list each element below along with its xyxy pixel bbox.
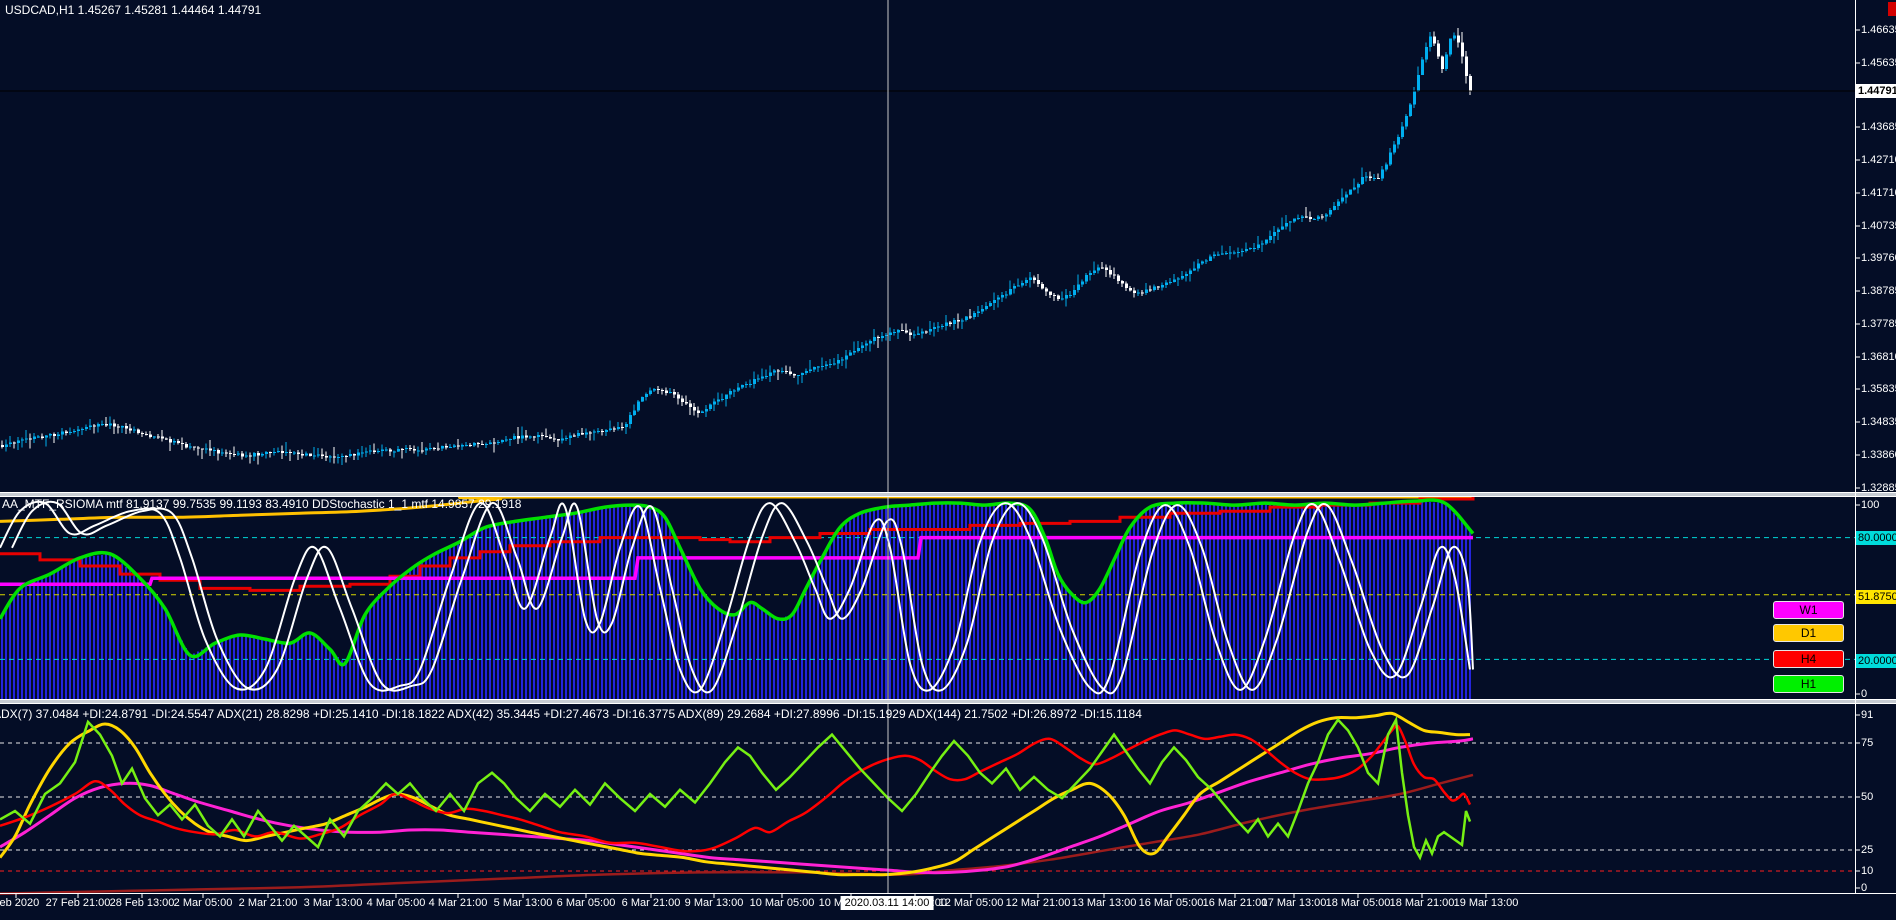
time-axis-label: 3 Mar 13:00 (303, 897, 363, 909)
adx-axis-label: 91 (1861, 709, 1874, 721)
price-axis-label: 1.46635 (1861, 24, 1896, 36)
rsioma-axis-badge: 51.8750 (1856, 590, 1896, 604)
timeframe-button-h1[interactable]: H1 (1773, 675, 1844, 693)
time-axis-label: 10 Mar 05:00 (749, 897, 815, 909)
adx7-line (0, 715, 1472, 861)
adx21-line (0, 724, 1472, 853)
time-axis-label: 12 Mar 05:00 (938, 897, 1004, 909)
time-axis-label: 18 Mar 21:00 (1389, 897, 1455, 909)
timeframe-button-w1[interactable]: W1 (1773, 601, 1844, 619)
price-axis-label: 1.33860 (1861, 449, 1896, 461)
price-axis-label: 1.43685 (1861, 121, 1896, 133)
time-axis-label: 27 Feb 21:00 (45, 897, 111, 909)
rsioma-axis-badge: 20.0000 (1856, 654, 1896, 668)
price-axis-border (1855, 0, 1856, 893)
rsioma-h4-line (0, 497, 1475, 592)
price-axis-label: 1.40735 (1861, 220, 1896, 232)
timeframe-button-d1[interactable]: D1 (1773, 624, 1844, 642)
time-axis-label: 5 Mar 13:00 (493, 897, 553, 909)
time-axis-label: 2 Mar 05:00 (173, 897, 233, 909)
price-axis-label: 1.42710 (1861, 154, 1896, 166)
price-axis-label: 1.35835 (1861, 383, 1896, 395)
crosshair-date-badge: 2020.03.11 14:00 (840, 896, 934, 910)
price-axis-label: 1.37785 (1861, 318, 1896, 330)
time-axis-label: 6 Mar 21:00 (621, 897, 681, 909)
stochastic-main-line (0, 500, 1471, 695)
time-axis-border (0, 893, 1896, 894)
adx42-line (0, 711, 1471, 877)
time-axis-label: 4 Mar 05:00 (366, 897, 426, 909)
panel-separator[interactable] (0, 699, 1896, 704)
time-axis-label: 16 Mar 21:00 (1202, 897, 1268, 909)
panel-separator[interactable] (0, 492, 1896, 497)
time-axis-label: 9 Mar 13:00 (684, 897, 744, 909)
top-right-marker (1888, 2, 1896, 16)
current-price-badge: 1.44791 (1856, 84, 1896, 98)
adx-axis-label: 75 (1861, 737, 1874, 749)
price-axis-label: 1.38785 (1861, 285, 1896, 297)
price-axis-label: 1.34835 (1861, 416, 1896, 428)
adx-axis-label: 10 (1861, 865, 1874, 877)
price-axis-label: 1.32885 (1861, 482, 1896, 494)
price-axis-label: 1.41710 (1861, 187, 1896, 199)
time-axis-label: 2 Mar 21:00 (238, 897, 298, 909)
rsioma-axis-label: 100 (1861, 499, 1880, 511)
price-axis-label: 1.36810 (1861, 351, 1896, 363)
adx-axis-label: 0 (1861, 882, 1868, 894)
rsioma-h1-line (0, 498, 1475, 667)
time-axis-label: 13 Mar 13:00 (1071, 897, 1137, 909)
symbol-title: USDCAD,H1 1.45267 1.45281 1.44464 1.4479… (5, 3, 262, 17)
rsioma-axis-label: 0 (1861, 688, 1868, 700)
time-axis-label: 19 Mar 13:00 (1453, 897, 1519, 909)
rsioma-w1-line (0, 535, 1473, 587)
rsioma-panel-title: AA_MTF_RSIOMA mtf 81.9137 99.7535 99.119… (2, 497, 522, 511)
timeframe-button-h4[interactable]: H4 (1773, 650, 1844, 668)
time-axis-label: Feb 2020 (0, 897, 40, 909)
candlesticks (1, 28, 1472, 465)
adx-axis-label: 50 (1861, 791, 1874, 803)
time-axis-label: 17 Mar 13:00 (1261, 897, 1327, 909)
price-axis-label: 1.39760 (1861, 252, 1896, 264)
time-axis-label: 18 Mar 05:00 (1325, 897, 1391, 909)
time-axis-label: 16 Mar 05:00 (1138, 897, 1204, 909)
time-axis-label: 4 Mar 21:00 (428, 897, 488, 909)
time-axis-label: 12 Mar 21:00 (1005, 897, 1071, 909)
rsioma-axis-badge: 80.0000 (1856, 531, 1896, 545)
rsioma-histogram (1, 501, 1471, 701)
time-axis-label: 6 Mar 05:00 (556, 897, 616, 909)
adx89-line (0, 737, 1474, 875)
time-axis-label: 28 Feb 13:00 (109, 897, 175, 909)
price-axis-label: 1.45635 (1861, 57, 1896, 69)
adx-axis-label: 25 (1861, 844, 1874, 856)
adx-panel-title: ADX(7) 37.0484 +DI:24.8791 -DI:24.5547 A… (0, 707, 1142, 721)
stochastic-signal-line (11, 500, 1474, 695)
